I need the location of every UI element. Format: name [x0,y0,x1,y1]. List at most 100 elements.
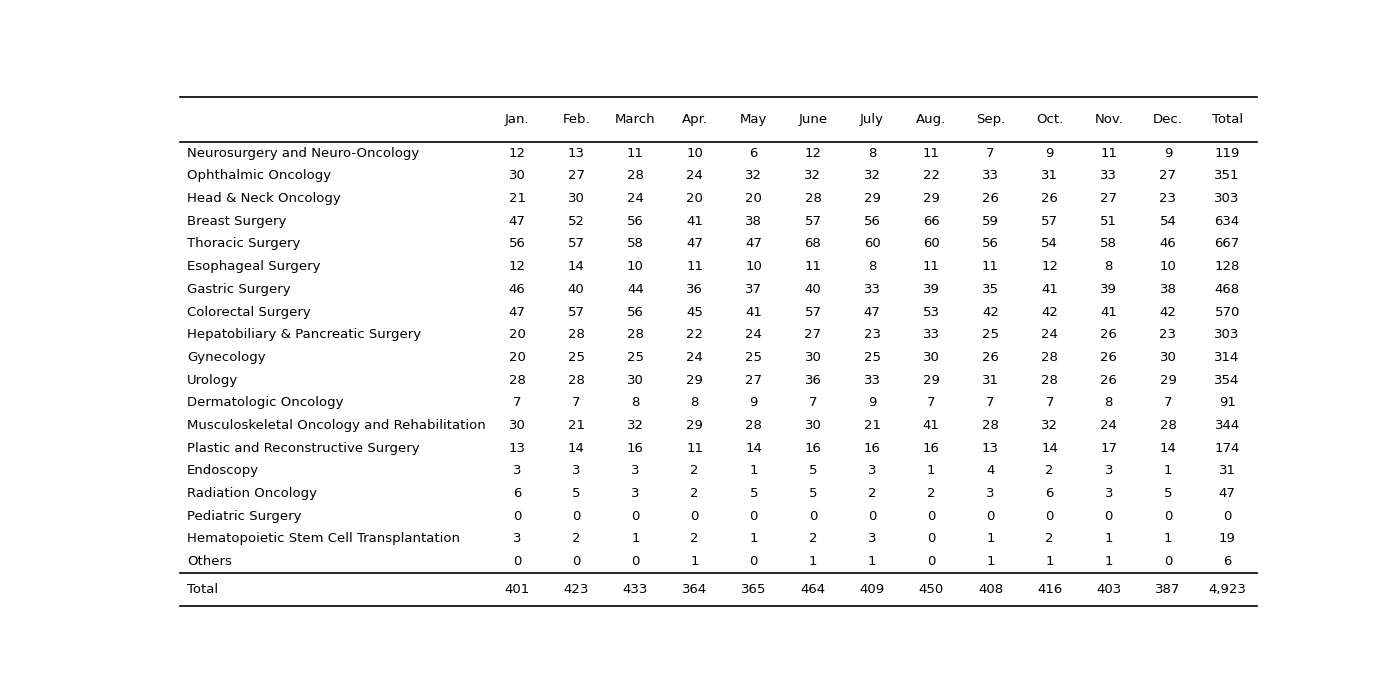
Text: 0: 0 [512,555,521,568]
Text: 28: 28 [568,328,585,341]
Text: 0: 0 [927,510,935,523]
Text: Aug.: Aug. [916,113,946,125]
Text: 0: 0 [512,510,521,523]
Text: Total: Total [188,583,218,596]
Text: 30: 30 [805,351,822,364]
Text: 570: 570 [1214,306,1240,319]
Text: 1: 1 [809,555,818,568]
Text: 0: 0 [809,510,818,523]
Text: 3: 3 [868,532,876,545]
Text: 1: 1 [631,532,640,545]
Text: Esophageal Surgery: Esophageal Surgery [188,260,321,273]
Text: 416: 416 [1037,583,1063,596]
Text: 468: 468 [1215,283,1240,296]
Text: 0: 0 [1046,510,1054,523]
Text: 8: 8 [868,147,876,159]
Text: 36: 36 [805,374,822,387]
Text: 37: 37 [745,283,762,296]
Text: 7: 7 [512,396,521,410]
Text: 46: 46 [508,283,525,296]
Text: 24: 24 [686,169,703,182]
Text: 32: 32 [745,169,762,182]
Text: 423: 423 [564,583,589,596]
Text: 6: 6 [1224,555,1232,568]
Text: 351: 351 [1214,169,1240,182]
Text: 27: 27 [1159,169,1176,182]
Text: 2: 2 [573,532,581,545]
Text: 0: 0 [573,510,581,523]
Text: 56: 56 [981,238,998,250]
Text: 9: 9 [1163,147,1172,159]
Text: 23: 23 [1159,192,1176,205]
Text: 35: 35 [981,283,1000,296]
Text: Colorectal Surgery: Colorectal Surgery [188,306,311,319]
Text: 22: 22 [923,169,939,182]
Text: 51: 51 [1100,215,1117,228]
Text: 0: 0 [927,532,935,545]
Text: 2: 2 [690,532,699,545]
Text: 1: 1 [927,464,935,477]
Text: 10: 10 [745,260,762,273]
Text: 56: 56 [627,306,644,319]
Text: 3: 3 [631,487,640,500]
Text: 9: 9 [749,396,757,410]
Text: 174: 174 [1214,441,1240,455]
Text: 14: 14 [1159,441,1176,455]
Text: 32: 32 [627,419,644,432]
Text: 26: 26 [1100,374,1117,387]
Text: 21: 21 [568,419,585,432]
Text: 365: 365 [741,583,766,596]
Text: 5: 5 [809,464,818,477]
Text: 21: 21 [864,419,881,432]
Text: 5: 5 [809,487,818,500]
Text: 119: 119 [1214,147,1240,159]
Text: 40: 40 [568,283,585,296]
Text: 39: 39 [923,283,939,296]
Text: 91: 91 [1219,396,1236,410]
Text: 30: 30 [923,351,939,364]
Text: 1: 1 [868,555,876,568]
Text: Oct.: Oct. [1036,113,1063,125]
Text: 6: 6 [749,147,757,159]
Text: 450: 450 [918,583,944,596]
Text: 30: 30 [508,419,525,432]
Text: 39: 39 [1100,283,1117,296]
Text: 25: 25 [864,351,881,364]
Text: 28: 28 [568,374,585,387]
Text: 26: 26 [1042,192,1058,205]
Text: 60: 60 [864,238,881,250]
Text: 54: 54 [1042,238,1058,250]
Text: 30: 30 [508,169,525,182]
Text: 24: 24 [686,351,703,364]
Text: 364: 364 [682,583,707,596]
Text: 54: 54 [1159,215,1176,228]
Text: 28: 28 [627,328,644,341]
Text: Feb.: Feb. [563,113,589,125]
Text: 1: 1 [1105,555,1113,568]
Text: 8: 8 [1105,396,1113,410]
Text: 3: 3 [868,464,876,477]
Text: 29: 29 [864,192,881,205]
Text: 354: 354 [1214,374,1240,387]
Text: 3: 3 [512,464,521,477]
Text: Jan.: Jan. [505,113,529,125]
Text: 7: 7 [573,396,581,410]
Text: 68: 68 [805,238,822,250]
Text: 1: 1 [1046,555,1054,568]
Text: 16: 16 [627,441,644,455]
Text: 10: 10 [686,147,703,159]
Text: 47: 47 [686,238,703,250]
Text: Gynecology: Gynecology [188,351,266,364]
Text: 314: 314 [1214,351,1240,364]
Text: 3: 3 [512,532,521,545]
Text: 12: 12 [508,147,525,159]
Text: 24: 24 [745,328,762,341]
Text: 0: 0 [749,555,757,568]
Text: 33: 33 [864,374,881,387]
Text: 24: 24 [1100,419,1117,432]
Text: 31: 31 [1218,464,1236,477]
Text: 0: 0 [631,555,640,568]
Text: 41: 41 [1100,306,1117,319]
Text: 29: 29 [923,374,939,387]
Text: 27: 27 [745,374,762,387]
